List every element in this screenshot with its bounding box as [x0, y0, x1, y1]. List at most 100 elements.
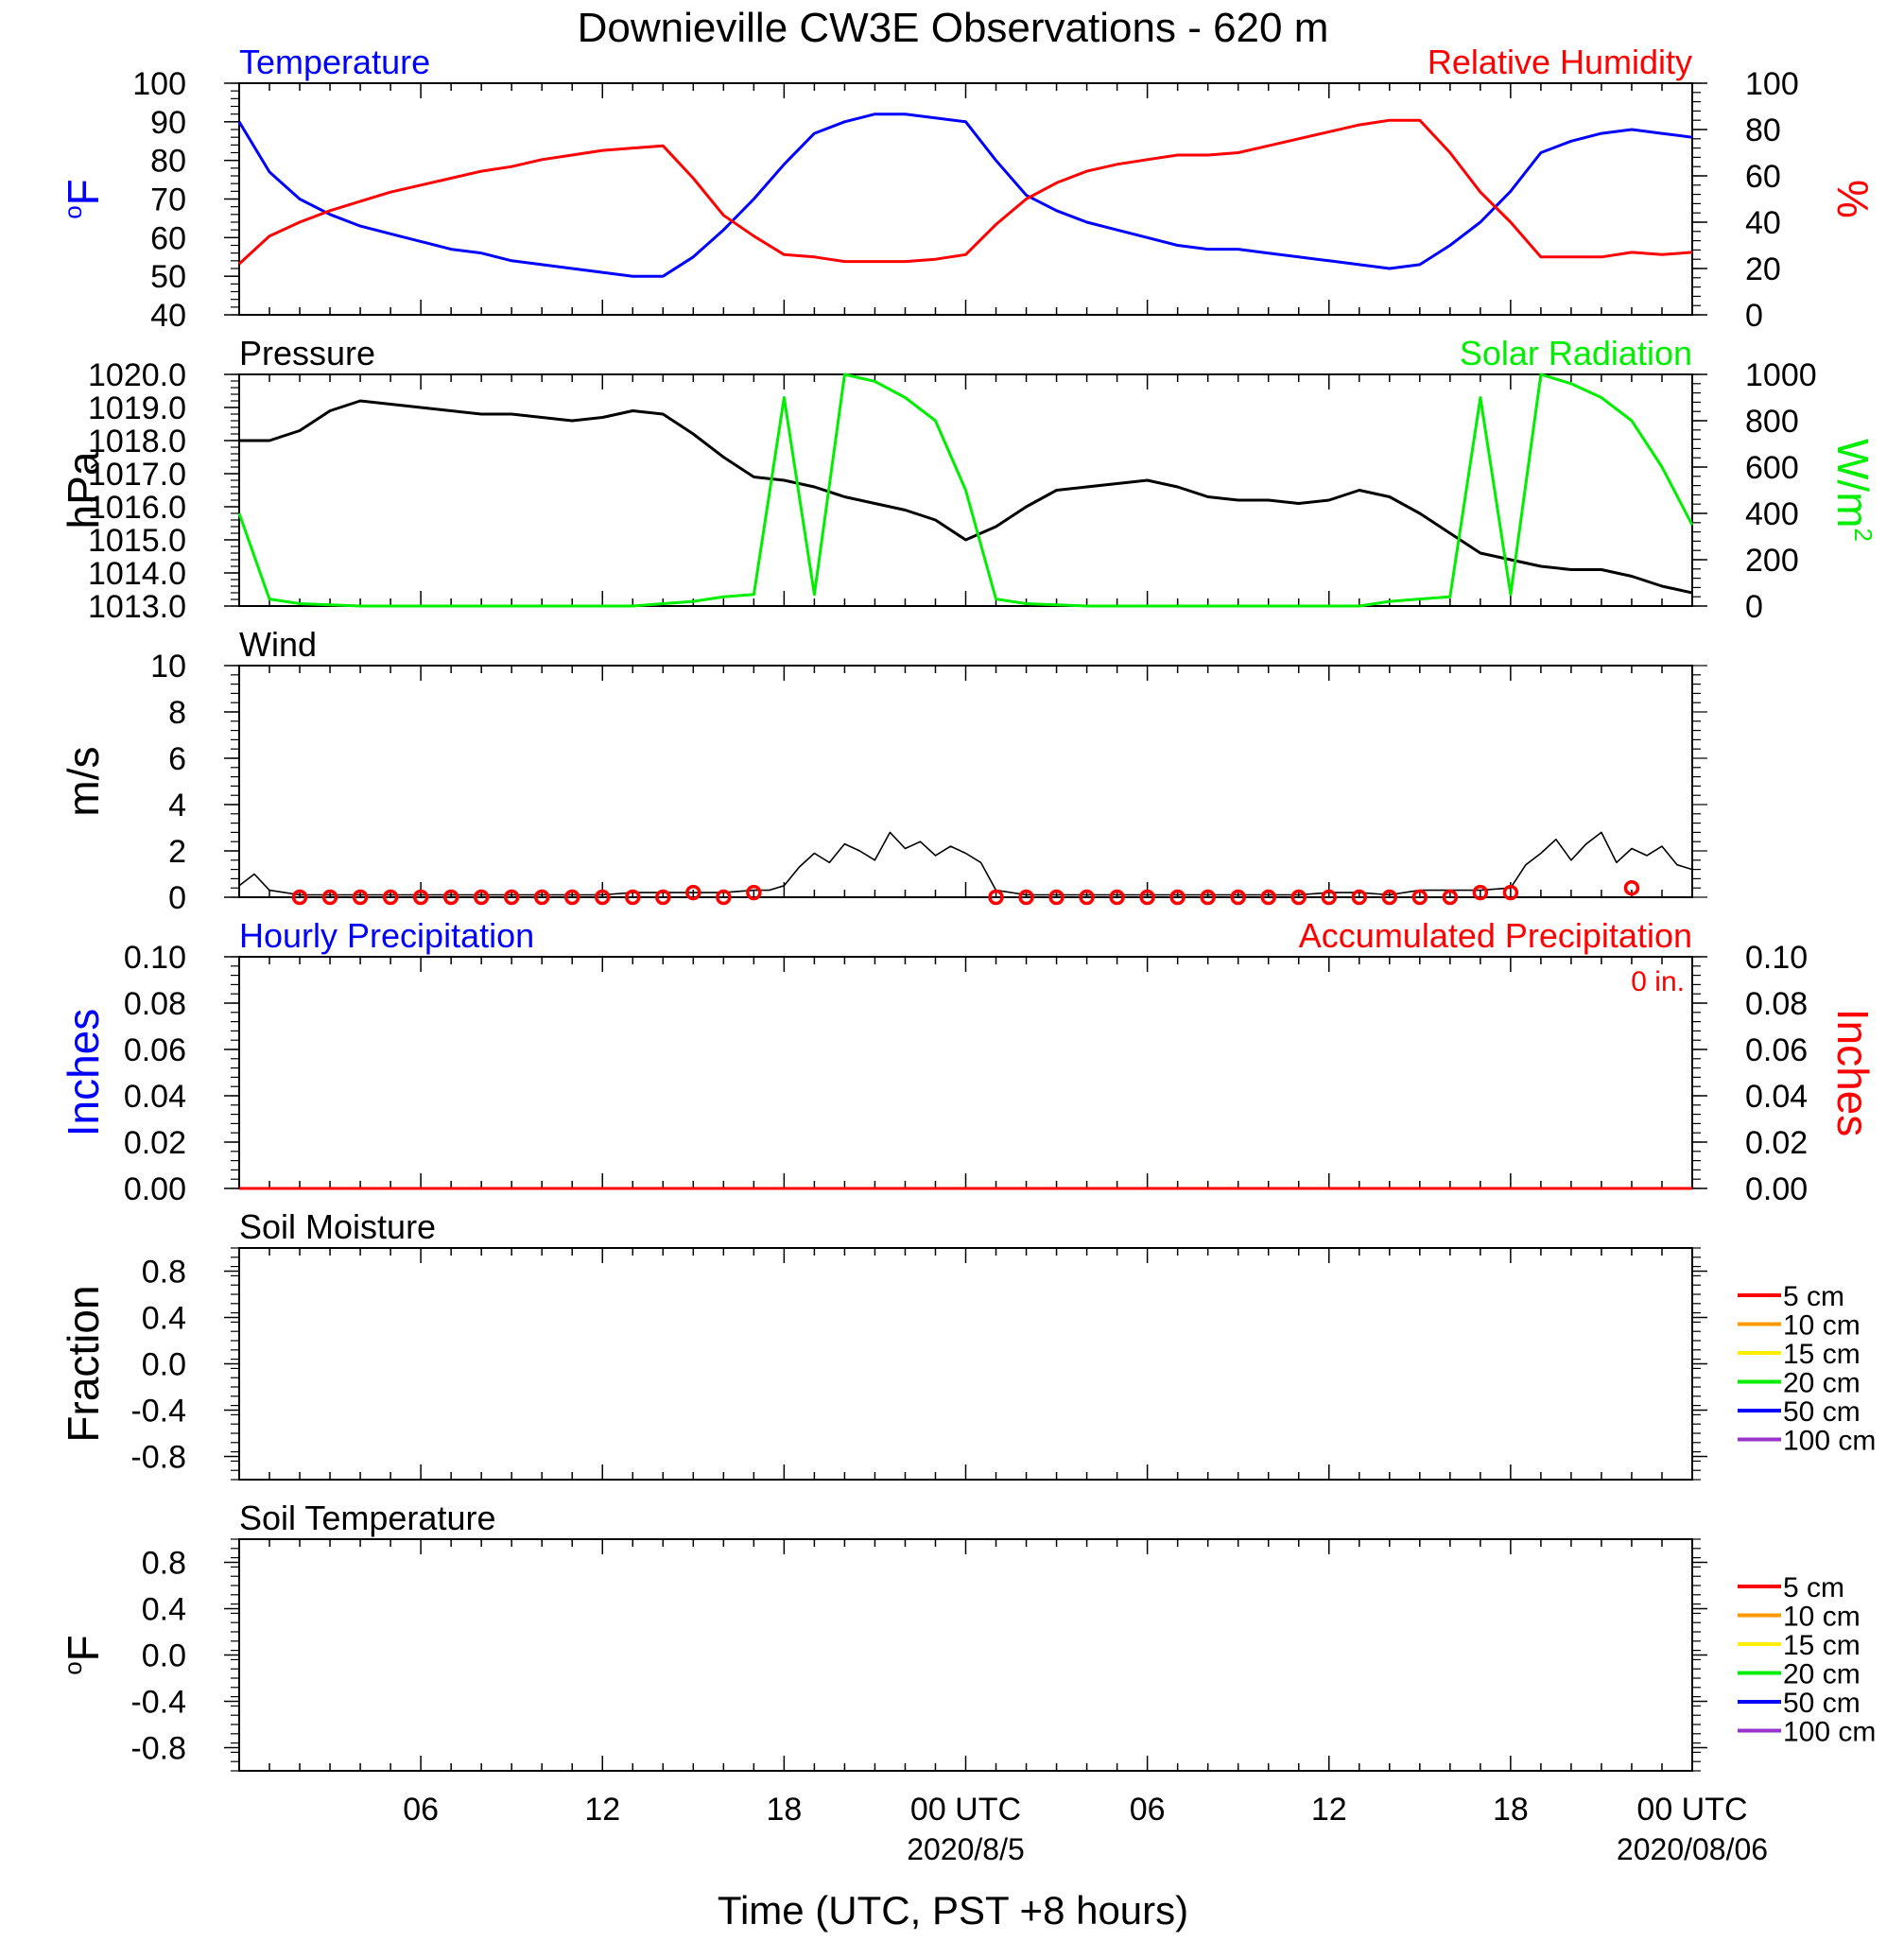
wind-hourly-marker	[1502, 884, 1519, 901]
x-tick-label: 00 UTC	[910, 1792, 1021, 1828]
panel-precipitation: Hourly Precipitation Accumulated Precipit…	[59, 916, 1878, 1207]
temperature-humidity-left-axis-title-unit: F	[59, 179, 108, 205]
wind-left-axis-tick-label: 6	[168, 741, 186, 777]
wind-hourly-marker	[352, 889, 369, 906]
panels: Temperature Relative Humidity405060708090…	[59, 43, 1878, 1772]
wind-hourly-marker	[1139, 889, 1155, 906]
temperature-humidity-left-axis-tick-label: 70	[150, 182, 186, 218]
x-tick-label: 06	[1130, 1792, 1166, 1828]
precipitation-right-axis-tick-label: 0.04	[1745, 1079, 1808, 1115]
pressure-solar-right-axis-tick-label: 0	[1745, 589, 1763, 625]
wind-hourly-marker	[716, 889, 732, 906]
wind-hourly-marker	[655, 889, 671, 906]
soil-temperature-axis-title-deg: o	[59, 1661, 87, 1674]
wind-hourly-marker	[503, 889, 520, 906]
pressure-solar-left-axis-title: hPa	[59, 451, 108, 529]
temperature-humidity-left-axis-tick-label: 80	[150, 144, 186, 180]
soil-temperature-legend-label: 50 cm	[1783, 1688, 1861, 1719]
pressure-solar-right-axis-tick-label: 400	[1745, 496, 1799, 532]
x-tick-label: 06	[403, 1792, 439, 1828]
wind-hourly-marker	[1623, 879, 1640, 896]
soil-temperature-legend-label: 100 cm	[1783, 1717, 1876, 1748]
pressure-solar-right-axis-title-exp: 2	[1849, 529, 1878, 542]
series-line-pressure	[239, 399, 1693, 595]
wind-hourly-marker	[1109, 889, 1125, 906]
wind-left-axis-tick-label: 2	[168, 834, 186, 870]
soil-moisture-left-axis-tick-label: 0.0	[142, 1347, 186, 1383]
pressure-solar-right-axis-tick-label: 200	[1745, 543, 1799, 579]
wind-hourly-marker	[1411, 889, 1428, 906]
soil-temperature-legend-label: 5 cm	[1783, 1572, 1844, 1603]
pressure-solar-left-axis-tick-label: 1016.0	[88, 490, 186, 526]
x-tick-label: 18	[766, 1792, 802, 1828]
soil-moisture-left-axis-tick-label: 0.4	[142, 1301, 186, 1337]
panel-temperature-humidity: Temperature Relative Humidity405060708090…	[59, 43, 1878, 334]
soil-temperature-left-axis-tick-label: -0.4	[130, 1685, 186, 1721]
wind-hourly-marker	[1472, 884, 1489, 901]
soil-temperature-axis-title-unit: F	[59, 1635, 108, 1661]
x-tick-label: 18	[1493, 1792, 1529, 1828]
temperature-humidity-left-axis-tick-label: 50	[150, 259, 186, 295]
panel-wind: Wind 0 2 4 6 8 10 m/s	[59, 625, 1707, 916]
precipitation-left-axis-tick-label: 0.00	[124, 1171, 186, 1207]
wind-hourly-marker	[442, 889, 459, 906]
series-line-temperature	[237, 113, 1693, 278]
wind-left-axis-tick-label: 0	[168, 880, 186, 916]
pressure-solar-left-axis-tick-label: 1014.0	[88, 556, 186, 592]
series-title-relative-humidity: Relative Humidity	[1428, 43, 1692, 81]
precipitation-right-axis-tick-label: 0.06	[1745, 1032, 1808, 1068]
wind-left-axis-tick-label: 4	[168, 788, 186, 823]
soil-moisture-legend-label: 50 cm	[1783, 1396, 1861, 1428]
pressure-solar-left-axis-tick-label: 1018.0	[88, 424, 186, 459]
x-tick-label: 00 UTC	[1636, 1792, 1747, 1828]
soil-moisture-legend-label: 5 cm	[1783, 1281, 1844, 1312]
precipitation-right-axis-tick-label: 0.02	[1745, 1125, 1808, 1161]
series-title-pressure: Pressure	[239, 334, 375, 373]
precipitation-left-axis-tick-label: 0.04	[124, 1079, 186, 1115]
x-axis-label: Time (UTC, PST +8 hours)	[718, 1888, 1188, 1932]
wind-hourly-marker	[1169, 889, 1186, 906]
soil-moisture-legend-label: 100 cm	[1783, 1426, 1876, 1457]
pressure-solar-left-axis-tick-label: 1019.0	[88, 390, 186, 426]
soil-temperature-axis-title: oF	[59, 1635, 108, 1675]
wind-hourly-marker	[1442, 889, 1459, 906]
hourly-precipitation-title: Hourly Precipitation	[239, 916, 534, 955]
temperature-humidity-right-axis-tick-label: 100	[1745, 66, 1799, 102]
wind-hourly-marker	[685, 884, 701, 901]
wind-hourly-marker	[1321, 889, 1337, 906]
temperature-humidity-right-axis-tick-label: 80	[1745, 113, 1781, 148]
x-date-label: 2020/08/06	[1617, 1832, 1768, 1866]
wind-hourly-marker	[473, 889, 490, 906]
precipitation-left-axis-tick-label: 0.06	[124, 1032, 186, 1068]
soil-moisture-left-axis-tick-label: -0.8	[130, 1440, 186, 1476]
accumulated-precipitation-title: Accumulated Precipitation	[1299, 916, 1692, 955]
soil-moisture-legend-label: 20 cm	[1783, 1368, 1861, 1399]
temperature-humidity-right-axis-title: %	[1828, 180, 1878, 218]
soil-moisture-title: Soil Moisture	[239, 1207, 436, 1246]
temperature-humidity-right-axis-tick-label: 60	[1745, 159, 1781, 195]
precipitation-right-axis-tick-label: 0.00	[1745, 1171, 1808, 1207]
wind-hourly-marker	[412, 889, 429, 906]
wind-hourly-marker	[1351, 889, 1368, 906]
temperature-humidity-left-axis-tick-label: 90	[150, 105, 186, 141]
precipitation-left-axis-tick-label: 0.02	[124, 1125, 186, 1161]
soil-temperature-left-axis-tick-label: -0.8	[130, 1731, 186, 1767]
temperature-humidity-left-axis-tick-label: 100	[132, 66, 186, 102]
pressure-solar-right-axis-tick-label: 1000	[1745, 357, 1817, 393]
soil-temperature-left-axis-tick-label: 0.8	[142, 1546, 186, 1582]
soil-temperature-left-axis-tick-label: 0.0	[142, 1638, 186, 1674]
temperature-humidity-right-axis-tick-label: 40	[1745, 205, 1781, 241]
precipitation-left-axis-title: Inches	[59, 1009, 108, 1137]
wind-hourly-marker	[746, 884, 762, 901]
wind-axis-title: m/s	[59, 746, 108, 816]
temperature-humidity-left-axis-tick-label: 60	[150, 220, 186, 256]
precipitation-right-axis-tick-label: 0.08	[1745, 986, 1808, 1022]
wind-left-axis-tick-label: 8	[168, 695, 186, 731]
wind-hourly-marker	[1381, 889, 1398, 906]
temperature-humidity-left-axis-tick-label: 40	[150, 298, 186, 334]
accumulated-total-label: 0 in.	[1631, 966, 1685, 997]
soil-temperature-left-axis-tick-label: 0.4	[142, 1592, 186, 1628]
x-tick-label: 12	[1311, 1792, 1347, 1828]
